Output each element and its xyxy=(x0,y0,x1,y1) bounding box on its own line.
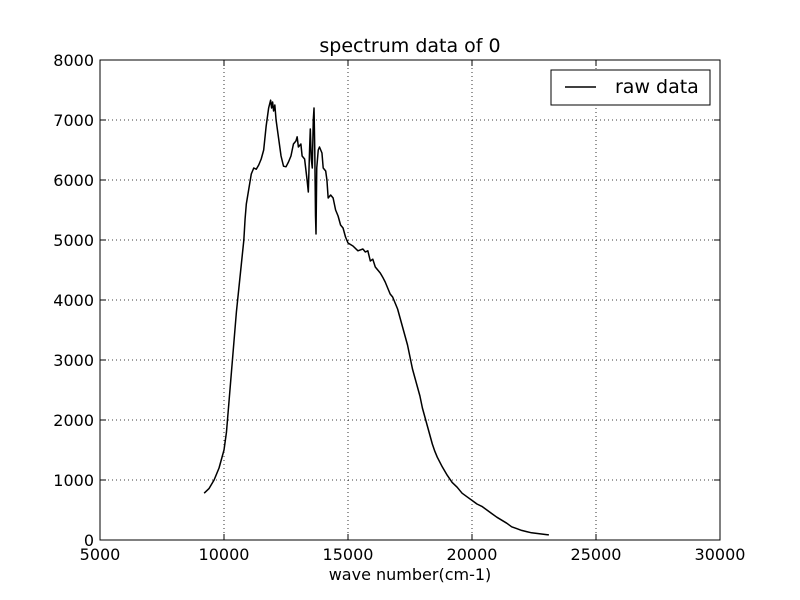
axis-ticks xyxy=(99,59,721,541)
grid-lines xyxy=(100,60,720,540)
y-tick-label: 8000 xyxy=(53,51,94,70)
y-tick-labels: 0 1000 2000 3000 4000 5000 6000 7000 8000 xyxy=(53,51,94,550)
x-tick-label: 20000 xyxy=(447,545,498,564)
chart-title: spectrum data of 0 xyxy=(319,35,500,57)
series-line-raw-data xyxy=(203,99,549,536)
x-tick-label: 5000 xyxy=(80,545,121,564)
legend: raw data xyxy=(550,69,711,106)
y-tick-label: 4000 xyxy=(53,291,94,310)
x-axis-label: wave number(cm-1) xyxy=(329,565,492,584)
x-tick-label: 30000 xyxy=(695,545,746,564)
y-tick-label: 0 xyxy=(84,531,94,550)
series-layer xyxy=(203,99,549,536)
y-tick-label: 3000 xyxy=(53,351,94,370)
y-tick-label: 7000 xyxy=(53,111,94,130)
x-tick-label: 10000 xyxy=(199,545,250,564)
y-tick-label: 1000 xyxy=(53,471,94,490)
x-tick-labels: 5000 10000 15000 20000 25000 30000 xyxy=(80,545,746,564)
legend-entry-raw-data: raw data xyxy=(615,76,699,98)
y-tick-label: 2000 xyxy=(53,411,94,430)
y-tick-label: 6000 xyxy=(53,171,94,190)
y-tick-label: 5000 xyxy=(53,231,94,250)
x-tick-label: 15000 xyxy=(323,545,374,564)
x-tick-label: 25000 xyxy=(571,545,622,564)
